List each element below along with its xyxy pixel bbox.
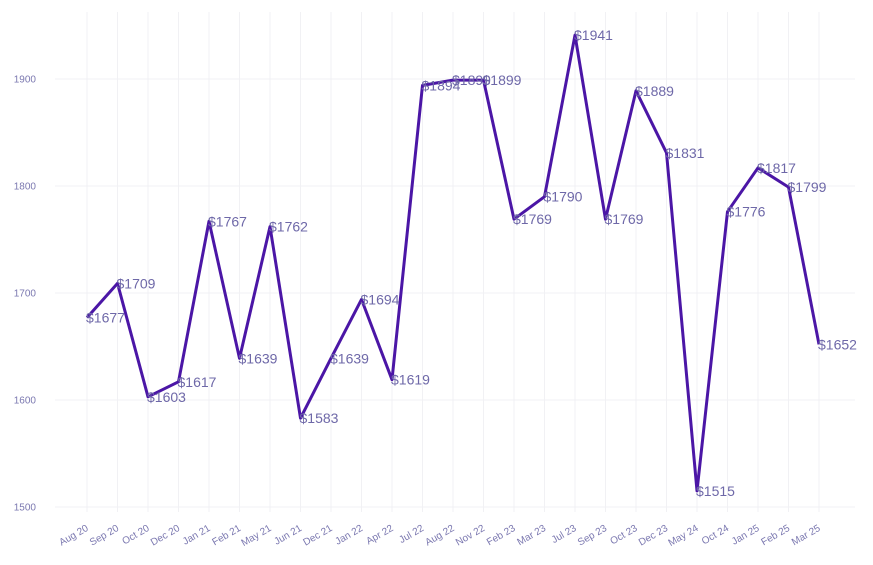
data-label: $1694 [361,291,400,307]
x-tick-label: Jan 25 [730,523,762,548]
x-tick-label: Feb 25 [760,523,793,548]
x-tick-label: Jan 21 [181,523,213,548]
y-tick-label: 1700 [14,289,37,300]
x-tick-label: Jul 22 [397,523,426,546]
x-tick-label: Jul 23 [550,523,579,546]
x-tick-label: May 24 [667,523,701,549]
data-label: $1515 [696,483,735,499]
y-tick-label: 1500 [14,503,37,514]
x-tick-label: Dec 23 [637,523,670,549]
grid-lines [55,12,855,512]
data-label: $1899 [483,72,522,88]
data-label: $1799 [788,179,827,195]
data-label: $1619 [391,372,430,388]
data-label: $1639 [330,350,369,366]
data-label: $1894 [422,77,461,93]
y-tick-label: 1900 [14,75,37,86]
data-label: $1677 [86,310,125,326]
data-label: $1639 [239,350,278,366]
series-line [85,33,821,493]
x-tick-label: Jan 22 [333,523,365,548]
data-label: $1941 [574,27,613,43]
x-tick-label: Apr 22 [364,523,395,547]
x-tick-label: Oct 23 [608,523,639,547]
x-tick-label: Dec 20 [149,523,182,549]
x-tick-label: Sep 23 [576,523,609,549]
data-label: $1603 [147,389,186,405]
data-label: $1831 [666,145,705,161]
x-tick-label: Oct 24 [700,523,731,547]
data-label: $1617 [178,374,217,390]
x-tick-label: Oct 20 [120,523,151,547]
data-label: $1769 [605,211,644,227]
y-tick-label: 1600 [14,396,37,407]
data-label: $1899 [452,72,491,88]
data-label: $1889 [635,83,674,99]
x-tick-label: Feb 21 [211,523,244,548]
data-label: $1709 [117,275,156,291]
y-tick-label: 1800 [14,182,37,193]
x-tick-label: Feb 23 [485,523,518,548]
data-label: $1776 [727,204,766,220]
y-axis: 1500 1600 1700 1800 1900 [14,75,37,514]
data-label: $1652 [818,336,857,352]
data-labels: $1677 $1709 $1603$1617 $1767 $1639 $1762 $1583… [86,27,857,499]
x-tick-label: May 21 [240,523,274,549]
data-label: $1583 [300,410,339,426]
data-label: $1769 [513,211,552,227]
data-label: $1790 [544,189,583,205]
x-tick-label: Sep 20 [88,523,121,549]
x-tick-label: Mar 23 [516,523,549,548]
x-tick-label: Mar 25 [790,523,823,548]
data-label: $1817 [757,160,796,176]
data-label: $1767 [208,213,247,229]
x-tick-label: Jun 21 [272,523,304,548]
x-tick-label: Aug 22 [424,523,457,549]
data-label: $1762 [269,219,308,235]
x-tick-label: Nov 22 [454,523,487,549]
x-tick-label: Aug 20 [58,523,91,549]
x-tick-label: Dec 21 [302,523,335,549]
